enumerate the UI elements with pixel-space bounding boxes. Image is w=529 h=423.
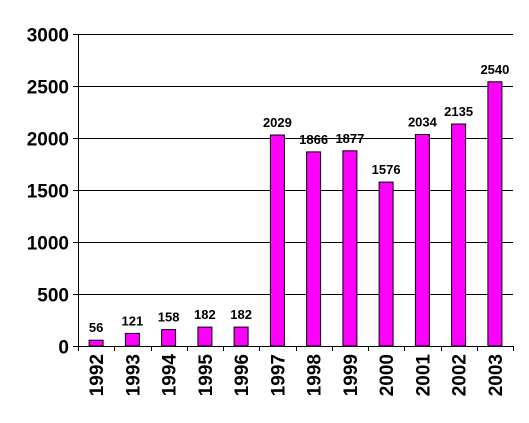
bar-2002 xyxy=(451,123,467,347)
axes xyxy=(73,34,514,351)
x-tick-label-1995: 1995 xyxy=(196,354,217,397)
x-tick-label-2002: 2002 xyxy=(450,354,471,396)
x-tick-label-1993: 1993 xyxy=(123,354,144,396)
x-tick-label-1992: 1992 xyxy=(87,354,108,396)
y-tick-label: 2000 xyxy=(27,130,69,151)
x-tick-label-1999: 1999 xyxy=(341,354,362,396)
x-tick-label-1997: 1997 xyxy=(268,354,289,396)
x-tick-label-2003: 2003 xyxy=(486,354,507,396)
data-label-2003: 2540 xyxy=(480,62,509,77)
y-tick-label: 500 xyxy=(37,286,69,307)
y-axis-tick-labels: 0 500 1000 1500 2000 2500 3000 xyxy=(27,26,69,359)
bar-1992 xyxy=(88,339,104,347)
x-tick-label-1998: 1998 xyxy=(305,354,326,396)
y-tick-label: 3000 xyxy=(27,26,69,47)
x-tick-label-2001: 2001 xyxy=(413,354,434,397)
bar-2000 xyxy=(378,181,394,347)
data-labels: 56 121 158 182 182 2029 1866 1877 1576 2034 2135 25… xyxy=(89,62,509,335)
data-label-1999: 1877 xyxy=(335,131,364,146)
y-tick-label: 1500 xyxy=(27,182,69,203)
x-axis-tick-labels: 1992 1993 1994 1995 1996 1997 1998 1999 2000 2001… xyxy=(87,354,507,397)
bar-1999 xyxy=(342,150,358,347)
bar-1994 xyxy=(161,329,177,347)
bar-1993 xyxy=(124,332,140,347)
data-label-1998: 1866 xyxy=(299,132,328,147)
bar-1995 xyxy=(197,326,213,347)
y-tick-label: 0 xyxy=(58,338,69,359)
bar-1997 xyxy=(269,134,285,347)
x-tick-label-2000: 2000 xyxy=(377,354,398,396)
data-label-2001: 2034 xyxy=(408,115,438,130)
data-label-1997: 2029 xyxy=(263,115,292,130)
bar-2001 xyxy=(414,134,430,347)
bar-2003 xyxy=(487,81,503,347)
gridlines xyxy=(78,34,513,295)
y-tick-label: 1000 xyxy=(27,234,69,255)
bar-1996 xyxy=(233,326,249,347)
data-label-1996: 182 xyxy=(230,307,252,322)
data-label-1992: 56 xyxy=(89,320,103,335)
bar-1998 xyxy=(306,151,322,347)
data-label-2002: 2135 xyxy=(444,104,473,119)
bars xyxy=(88,81,503,347)
data-label-1995: 182 xyxy=(194,307,216,322)
data-label-1993: 121 xyxy=(122,313,144,328)
x-tick-label-1996: 1996 xyxy=(232,354,253,396)
data-label-1994: 158 xyxy=(158,310,180,325)
x-tick-label-1994: 1994 xyxy=(160,354,181,397)
data-label-2000: 1576 xyxy=(372,162,401,177)
y-tick-label: 2500 xyxy=(27,78,69,99)
